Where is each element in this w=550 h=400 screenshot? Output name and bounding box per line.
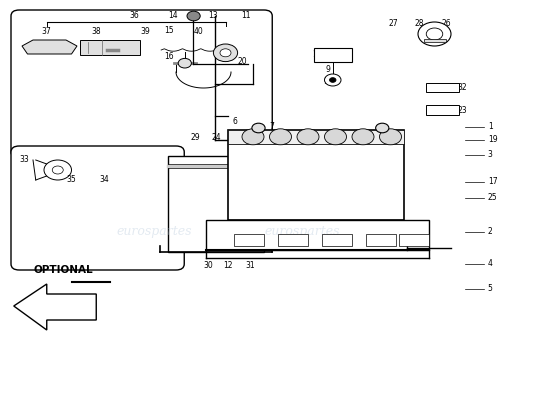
FancyBboxPatch shape (11, 146, 184, 270)
Circle shape (270, 129, 292, 145)
Text: 32: 32 (457, 83, 467, 92)
Text: 36: 36 (130, 12, 140, 20)
Text: 14: 14 (168, 12, 178, 20)
Text: 38: 38 (91, 28, 101, 36)
Text: 19: 19 (312, 50, 322, 59)
Text: 16: 16 (164, 52, 174, 61)
Text: eurospartes: eurospartes (265, 226, 340, 238)
Text: 10: 10 (323, 78, 333, 86)
Text: 29: 29 (190, 133, 200, 142)
Text: OPTIONAL: OPTIONAL (34, 265, 93, 275)
Bar (278, 234, 308, 246)
Text: 37: 37 (42, 28, 52, 36)
Circle shape (187, 11, 200, 21)
Circle shape (242, 129, 264, 145)
Text: 24: 24 (211, 133, 221, 142)
Text: 1: 1 (488, 122, 493, 131)
Circle shape (178, 58, 191, 68)
Text: eurospartes: eurospartes (116, 226, 192, 238)
Text: 39: 39 (141, 28, 151, 36)
Circle shape (376, 123, 389, 133)
Bar (366, 234, 396, 246)
Text: 9: 9 (326, 65, 331, 74)
Circle shape (379, 129, 401, 145)
Text: 4: 4 (488, 260, 493, 268)
Text: 6: 6 (233, 118, 238, 126)
Bar (322, 234, 352, 246)
Bar (228, 130, 404, 144)
Circle shape (324, 129, 346, 145)
Bar (426, 105, 459, 115)
Text: 19: 19 (488, 136, 498, 144)
Text: 3: 3 (488, 150, 493, 159)
FancyBboxPatch shape (11, 10, 272, 158)
Bar (228, 130, 404, 220)
Bar (168, 156, 264, 252)
Text: 31: 31 (245, 262, 255, 270)
Circle shape (252, 123, 265, 133)
Bar (399, 234, 429, 246)
Bar (314, 48, 352, 62)
Circle shape (426, 28, 443, 40)
Text: 13: 13 (208, 12, 218, 20)
Bar (80, 40, 140, 55)
Text: 12: 12 (223, 262, 233, 270)
Circle shape (44, 160, 72, 180)
Text: 40: 40 (193, 28, 203, 36)
Polygon shape (22, 40, 77, 54)
Text: 5: 5 (488, 284, 493, 293)
Text: 26: 26 (442, 20, 452, 28)
Circle shape (220, 49, 231, 57)
Text: 30: 30 (203, 262, 213, 270)
Text: 33: 33 (19, 156, 29, 164)
Text: 2: 2 (488, 228, 493, 236)
Text: 34: 34 (100, 175, 109, 184)
Text: 7: 7 (270, 122, 274, 131)
Circle shape (352, 129, 374, 145)
Circle shape (324, 74, 341, 86)
Circle shape (52, 166, 63, 174)
Bar (426, 83, 459, 92)
Text: 25: 25 (488, 194, 498, 202)
Text: 35: 35 (67, 175, 76, 184)
Text: 22: 22 (230, 133, 240, 142)
Text: 28: 28 (414, 20, 424, 28)
Circle shape (329, 78, 336, 82)
Text: 23: 23 (457, 106, 467, 115)
Bar (234, 234, 264, 246)
Circle shape (297, 129, 319, 145)
Bar (206, 220, 429, 250)
Circle shape (418, 22, 451, 46)
Text: 21: 21 (250, 133, 260, 142)
Text: 15: 15 (164, 26, 174, 35)
Circle shape (213, 44, 238, 62)
Text: 11: 11 (241, 12, 251, 20)
Text: 20: 20 (237, 58, 247, 66)
Polygon shape (14, 284, 96, 330)
Bar (424, 39, 446, 42)
Text: 17: 17 (488, 178, 498, 186)
Text: 27: 27 (388, 20, 398, 28)
